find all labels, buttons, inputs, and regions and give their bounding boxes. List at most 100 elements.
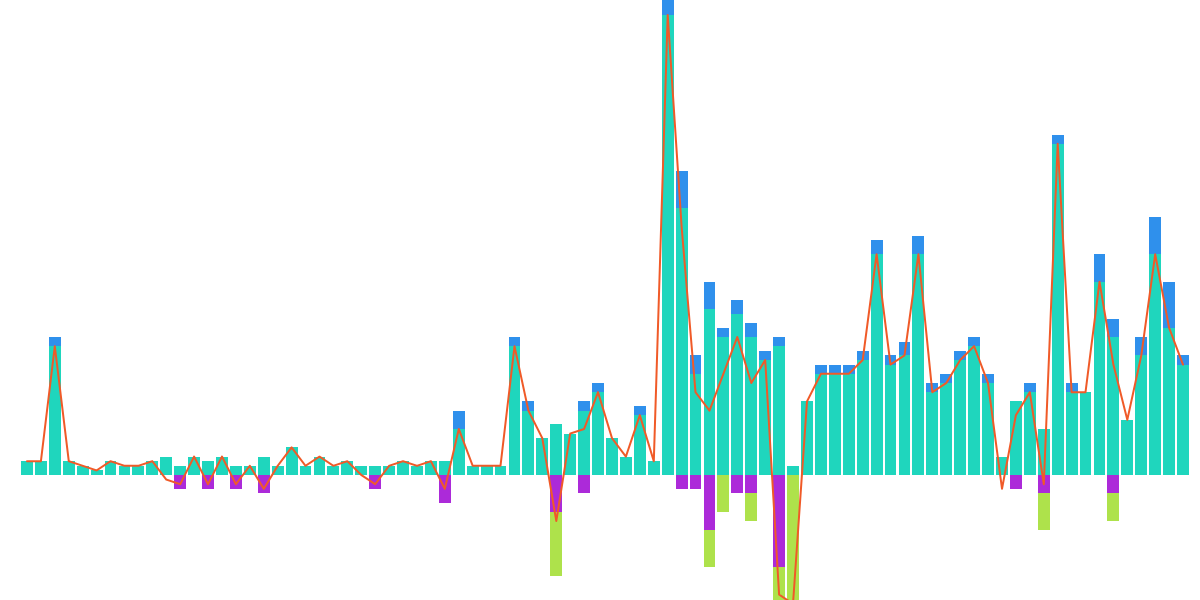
bar-teal [801,401,813,475]
bar-teal [1024,392,1036,475]
bar-blue [829,365,841,374]
bar-teal [829,374,841,475]
bar-blue [1177,355,1189,364]
bar-purple [745,475,757,493]
bar-blue [912,236,924,254]
bar-teal [1135,355,1147,475]
bar-blue [843,365,855,374]
bar-green [704,530,716,567]
bar-teal [77,466,89,475]
bar-blue [717,328,729,337]
bar-teal [731,314,743,475]
bar-teal [1038,429,1050,475]
overlay-line-layer [0,0,1200,600]
bar-blue [522,401,534,410]
bar-teal [216,457,228,475]
bar-blue [1135,337,1147,355]
bar-teal [634,415,646,475]
bar-teal [119,466,131,475]
bar-teal [258,457,270,475]
bar-teal [1163,328,1175,475]
stacked-bar-line-chart [0,0,1200,600]
bar-teal [550,424,562,475]
bar-blue [453,411,465,429]
bar-blue [815,365,827,374]
bar-teal [132,466,144,475]
bar-green [773,567,785,600]
bar-teal [578,411,590,475]
bar-teal [648,461,660,475]
bar-teal [704,309,716,475]
bar-blue [1163,282,1175,328]
bar-purple [369,475,381,489]
bar-teal [300,466,312,475]
bar-green [717,475,729,512]
bar-blue [1107,319,1119,337]
bar-teal [815,374,827,475]
bar-teal [105,461,117,475]
bar-teal [899,355,911,475]
bar-purple [773,475,785,567]
bar-teal [620,457,632,475]
bar-teal [912,254,924,475]
bar-purple [690,475,702,489]
bar-teal [397,461,409,475]
bar-blue [1024,383,1036,392]
bar-blue [578,401,590,410]
bar-teal [592,392,604,475]
bar-blue [676,171,688,208]
bar-teal [49,346,61,475]
bar-teal [968,346,980,475]
bar-teal [759,360,771,475]
bar-purple [550,475,562,512]
bar-teal [495,466,507,475]
bar-teal [467,466,479,475]
bar-teal [522,411,534,475]
bar-teal [481,466,493,475]
bar-blue [940,374,952,383]
bar-blue [509,337,521,346]
bar-teal [160,457,172,475]
bar-blue [49,337,61,346]
bar-teal [982,383,994,475]
bar-blue [1066,383,1078,392]
bar-purple [1107,475,1119,493]
bar-teal [272,466,284,475]
bar-blue [857,351,869,360]
bar-teal [425,461,437,475]
bar-teal [355,466,367,475]
bar-teal [1052,144,1064,475]
bar-teal [606,438,618,475]
bar-teal [63,461,75,475]
bar-teal [314,457,326,475]
bar-teal [843,374,855,475]
bar-green [1038,493,1050,530]
bar-blue [592,383,604,392]
bar-teal [1121,420,1133,475]
bar-teal [188,457,200,475]
bar-teal [773,346,785,475]
bar-teal [21,461,33,475]
bar-blue [1149,217,1161,254]
bar-teal [745,337,757,475]
bar-teal [411,466,423,475]
bar-purple [174,475,186,489]
bar-purple [676,475,688,489]
bar-blue [704,282,716,310]
bar-teal [369,466,381,475]
bar-purple [202,475,214,489]
bar-teal [174,466,186,475]
bar-teal [383,466,395,475]
bar-teal [954,360,966,475]
bar-teal [717,337,729,475]
bar-teal [662,15,674,475]
bar-teal [453,429,465,475]
bar-green [550,512,562,576]
bar-teal [509,346,521,475]
bar-purple [439,475,451,503]
bar-teal [885,365,897,475]
bar-teal [244,466,256,475]
bar-blue [982,374,994,383]
bar-purple [704,475,716,530]
bar-teal [871,254,883,475]
